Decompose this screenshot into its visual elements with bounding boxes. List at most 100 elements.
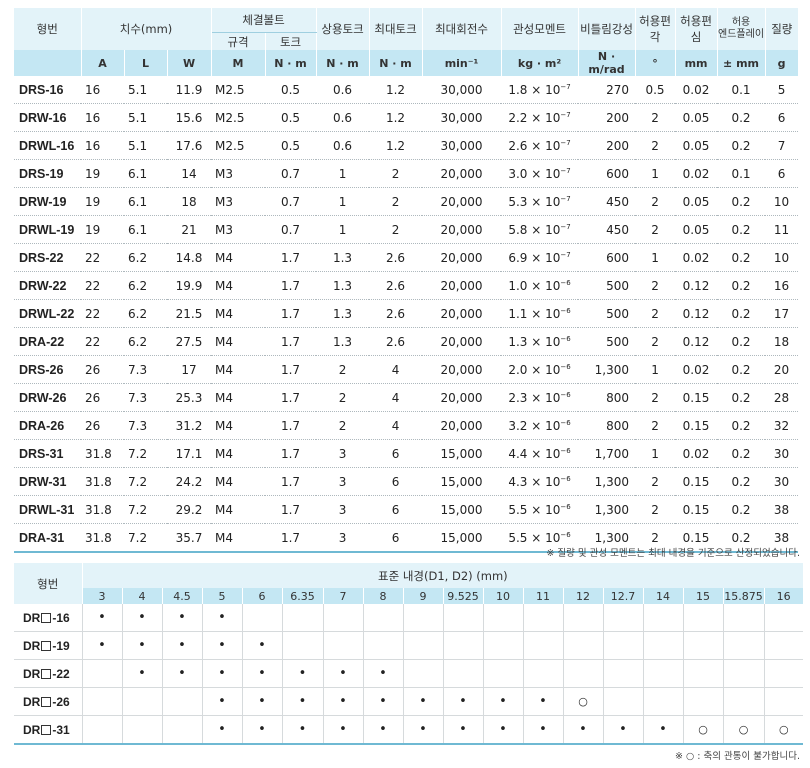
spec-table: 형번 치수(mm) 체결볼트 상용토크 최대토크 최대회전수 관성모멘트 비틀림… bbox=[14, 8, 799, 553]
bore-mark-cell: ○ bbox=[764, 715, 804, 745]
spec-cell-mt: 2.6 bbox=[369, 243, 423, 272]
available-dot-icon: • bbox=[218, 722, 226, 737]
spec-cell-A: 19 bbox=[81, 215, 124, 244]
spec-cell-speed: 20,000 bbox=[422, 187, 502, 216]
model-cell: DRA-31 bbox=[14, 523, 81, 553]
spec-row: DRA-22 22 6.2 27.5 M4 1.7 1.3 2.6 20,000 1.3 × 10… bbox=[14, 327, 799, 356]
unit-cell: N · m bbox=[265, 50, 317, 76]
bore-table: 형번 표준 내경(D1, D2) (mm) 3 4 4.5 5 6 6.35 7 8 9 9.52… bbox=[14, 563, 804, 745]
spec-cell-bt: 1.7 bbox=[265, 439, 317, 468]
spec-cell-L: 7.2 bbox=[124, 467, 167, 496]
model-cell: DRWL-22 bbox=[14, 299, 81, 328]
inertia-exponent: −6 bbox=[560, 474, 571, 483]
available-dot-icon: • bbox=[218, 638, 226, 653]
spec-cell-mt: 6 bbox=[369, 439, 423, 468]
spec-cell-W: 11.9 bbox=[167, 76, 212, 104]
inertia-exponent: −6 bbox=[560, 334, 571, 343]
spec-cell-mass: 17 bbox=[765, 299, 799, 328]
available-dot-icon: • bbox=[138, 666, 146, 681]
spec-cell-end: 0.2 bbox=[717, 439, 766, 468]
spec-cell-mt: 1.2 bbox=[369, 103, 423, 132]
spec-cell-speed: 30,000 bbox=[422, 76, 502, 104]
spec-cell-bt: 1.7 bbox=[265, 243, 317, 272]
available-dot-icon: • bbox=[539, 722, 547, 737]
inertia-exponent: −6 bbox=[560, 502, 571, 511]
available-dot-icon: • bbox=[98, 638, 106, 653]
bore-mark-cell: ○ bbox=[683, 715, 724, 745]
spec-row: DRS-31 31.8 7.2 17.1 M4 1.7 3 6 15,000 4.4 × 10−6… bbox=[14, 439, 799, 468]
spec-cell-speed: 20,000 bbox=[422, 271, 502, 300]
bore-mark-cell: • bbox=[202, 715, 243, 745]
bore-mark-cell bbox=[764, 631, 804, 660]
bore-model-cell: DR -22 bbox=[14, 659, 83, 688]
bore-mark-cell: • bbox=[242, 687, 283, 716]
spec-cell-speed: 20,000 bbox=[422, 299, 502, 328]
bore-mark-cell bbox=[443, 604, 484, 632]
spec-cell-speed: 20,000 bbox=[422, 159, 502, 188]
inertia-cell: 5.8 × 10−7 bbox=[501, 215, 579, 244]
inertia-cell: 4.4 × 10−6 bbox=[501, 439, 579, 468]
inertia-exponent: −7 bbox=[560, 166, 571, 175]
spec-cell-speed: 15,000 bbox=[422, 467, 502, 496]
bore-mark-cell: • bbox=[483, 687, 524, 716]
spec-cell-W: 17.1 bbox=[167, 439, 212, 468]
bore-row: DR -31 • • • • • • • • • • • • ○ ○ ○ bbox=[14, 715, 804, 745]
spec-cell-W: 14.8 bbox=[167, 243, 212, 272]
bore-mark-cell bbox=[523, 604, 564, 632]
available-dot-icon: • bbox=[138, 610, 146, 625]
spec-cell-W: 25.3 bbox=[167, 383, 212, 412]
available-dot-icon: • bbox=[178, 610, 186, 625]
bore-mark-cell bbox=[323, 631, 364, 660]
unit-cell: ° bbox=[635, 50, 676, 76]
inertia-cell: 2.6 × 10−7 bbox=[501, 131, 579, 160]
bore-model-cell: DR -31 bbox=[14, 715, 83, 745]
spec-cell-mt: 6 bbox=[369, 495, 423, 524]
available-dot-icon: • bbox=[419, 722, 427, 737]
spec-cell-bt: 1.7 bbox=[265, 271, 317, 300]
available-dot-icon: • bbox=[459, 722, 467, 737]
spec-cell-speed: 20,000 bbox=[422, 355, 502, 384]
bore-mark-cell: • bbox=[323, 715, 364, 745]
header-parallel: 허용편심 bbox=[675, 8, 718, 50]
available-dot-icon: • bbox=[339, 666, 347, 681]
spec-cell-A: 31.8 bbox=[81, 467, 124, 496]
bore-mark-cell bbox=[683, 687, 724, 716]
spec-cell-mass: 10 bbox=[765, 243, 799, 272]
spec-cell-L: 6.2 bbox=[124, 243, 167, 272]
bore-mark-cell bbox=[643, 604, 684, 632]
inertia-exponent: −7 bbox=[560, 222, 571, 231]
inertia-mantissa: 5.8 × 10 bbox=[508, 222, 561, 237]
spec-cell-end: 0.2 bbox=[717, 327, 766, 356]
bore-mark-cell bbox=[282, 631, 324, 660]
bore-mark-cell: • bbox=[523, 715, 564, 745]
spec-cell-par: 0.15 bbox=[675, 467, 718, 496]
inertia-exponent: −7 bbox=[560, 82, 571, 91]
spec-cell-ang: 2 bbox=[635, 327, 676, 356]
bore-row: DR -19 • • • • • bbox=[14, 631, 804, 660]
available-dot-icon: • bbox=[178, 666, 186, 681]
bore-mark-cell: • bbox=[643, 715, 684, 745]
header-angular: 허용편각 bbox=[635, 8, 676, 50]
header-max-torque: 최대토크 bbox=[369, 8, 423, 50]
spec-cell-ang: 2 bbox=[635, 299, 676, 328]
bore-mark-cell: • bbox=[282, 687, 324, 716]
unit-cell: kg · m² bbox=[501, 50, 579, 76]
bore-mark-cell: • bbox=[162, 659, 203, 688]
spec-cell-end: 0.2 bbox=[717, 187, 766, 216]
spec-cell-speed: 15,000 bbox=[422, 439, 502, 468]
spec-cell-par: 0.02 bbox=[675, 439, 718, 468]
bore-mark-cell: • bbox=[122, 631, 163, 660]
available-dot-icon: • bbox=[298, 694, 307, 709]
spec-cell-bt: 1.7 bbox=[265, 467, 317, 496]
spec-cell-speed: 20,000 bbox=[422, 215, 502, 244]
spec-cell-mass: 10 bbox=[765, 187, 799, 216]
bore-mark-cell: • bbox=[202, 604, 243, 632]
bore-size: 12.7 bbox=[603, 588, 644, 604]
spec-cell-mt: 2 bbox=[369, 215, 423, 244]
model-cell: DRWL-16 bbox=[14, 131, 81, 160]
spec-cell-par: 0.15 bbox=[675, 495, 718, 524]
bore-size: 9 bbox=[403, 588, 444, 604]
spec-cell-bt: 0.7 bbox=[265, 215, 317, 244]
bore-mark-cell bbox=[643, 659, 684, 688]
